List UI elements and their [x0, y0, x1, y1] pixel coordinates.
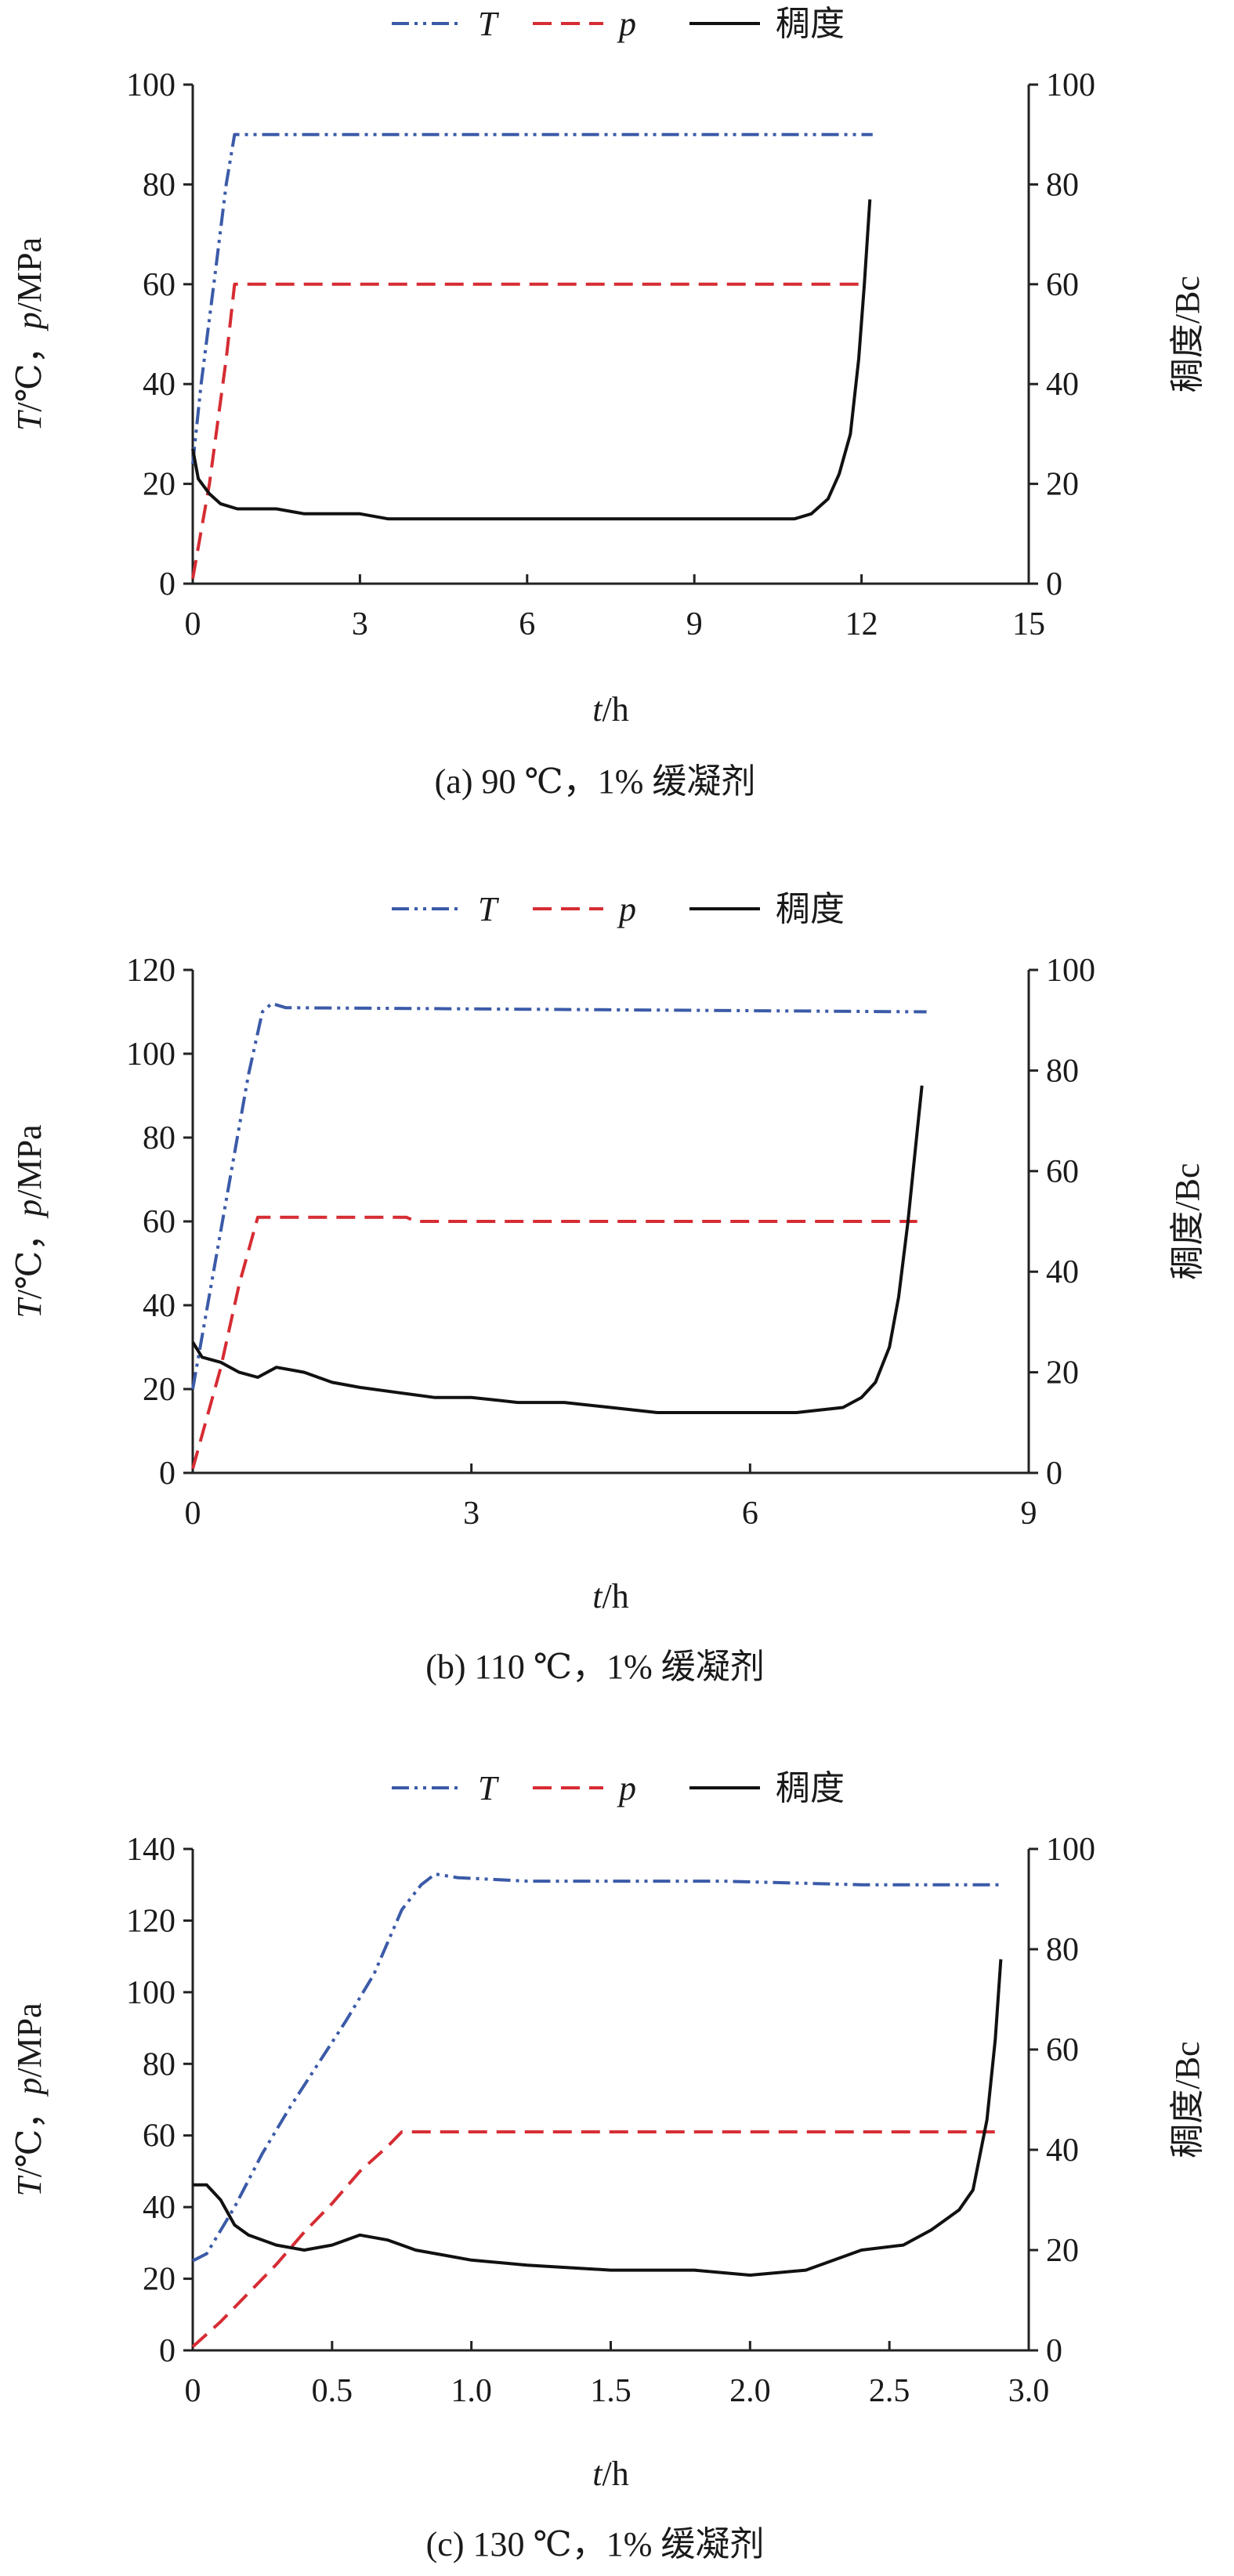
y-left-tick-label: 40	[143, 1288, 176, 1324]
y-left-tick-label: 0	[159, 1456, 176, 1492]
series-line-T	[192, 1872, 1001, 2263]
y-left-tick-label: 20	[143, 467, 176, 503]
series-line-consistency	[193, 1959, 1003, 2277]
y-left-tick-label: 40	[143, 2190, 176, 2226]
y-right-axis-title: 稠度/Bc	[1168, 1163, 1207, 1279]
y-left-tick-label: 80	[143, 167, 176, 203]
legend-label-1: p	[617, 5, 636, 43]
y-left-tick-label: 0	[159, 566, 176, 602]
legend-label-2: 稠度	[776, 1769, 845, 1807]
y-right-tick-label: 40	[1046, 1254, 1079, 1290]
series-line-consistency	[191, 1085, 924, 1414]
y-right-tick-label: 100	[1046, 67, 1095, 103]
x-tick-label: 12	[845, 606, 878, 642]
y-left-tick-label: 60	[143, 1204, 176, 1240]
series-line-p	[191, 1215, 917, 1470]
y-left-tick-label: 120	[126, 1903, 176, 1939]
y-left-axis-title: T/℃，p/MPa	[10, 1124, 49, 1318]
x-tick-label: 0.5	[312, 2373, 353, 2409]
x-axis-title: t/h	[592, 2455, 628, 2493]
x-tick-label: 3.0	[1008, 2373, 1050, 2409]
y-right-tick-label: 0	[1046, 2333, 1062, 2369]
y-right-tick-label: 100	[1046, 953, 1095, 989]
y-left-tick-label: 20	[143, 2262, 176, 2298]
y-left-tick-label: 60	[143, 2118, 176, 2155]
y-right-tick-label: 60	[1046, 2032, 1079, 2068]
y-right-tick-label: 20	[1046, 467, 1079, 503]
y-left-tick-label: 0	[159, 2333, 176, 2369]
y-right-tick-label: 40	[1046, 367, 1079, 403]
y-left-tick-label: 40	[143, 367, 176, 403]
x-tick-label: 0	[185, 2373, 201, 2409]
y-left-tick-label: 100	[126, 1975, 176, 2011]
y-left-tick-label: 20	[143, 1372, 176, 1408]
y-right-tick-label: 40	[1046, 2133, 1079, 2169]
y-left-tick-label: 60	[143, 267, 176, 303]
y-left-tick-label: 80	[143, 2046, 176, 2082]
x-tick-label: 2.5	[869, 2373, 910, 2409]
series-line-p	[191, 2130, 1001, 2348]
x-tick-label: 6	[519, 606, 535, 642]
y-right-tick-label: 80	[1046, 1053, 1079, 1089]
y-left-axis-title: T/℃，p/MPa	[10, 2003, 49, 2196]
x-tick-label: 2.0	[729, 2373, 771, 2409]
legend-label-1: p	[617, 1769, 636, 1807]
x-tick-label: 9	[686, 606, 703, 642]
series-line-T	[191, 1001, 927, 1390]
x-tick-label: 15	[1012, 606, 1045, 642]
panel-caption: (a) 90 ℃，1% 缓凝剂	[435, 762, 756, 801]
x-axis-title: t/h	[592, 690, 628, 729]
y-right-tick-label: 60	[1046, 267, 1079, 303]
legend-label-2: 稠度	[776, 5, 845, 43]
legend-label-0: T	[478, 5, 500, 43]
legend-label-2: 稠度	[776, 890, 845, 928]
y-right-axis-title: 稠度/Bc	[1168, 276, 1207, 393]
y-left-tick-label: 100	[126, 1037, 176, 1073]
panel-caption: (c) 130 ℃，1% 缓凝剂	[426, 2525, 765, 2563]
y-right-tick-label: 20	[1046, 2233, 1079, 2269]
y-right-tick-label: 0	[1046, 1456, 1062, 1492]
x-tick-label: 3	[463, 1496, 479, 1532]
series-line-consistency	[191, 199, 872, 521]
legend-label-0: T	[478, 1769, 500, 1807]
x-tick-label: 0	[185, 1496, 201, 1532]
y-right-tick-label: 80	[1046, 1932, 1079, 1968]
y-left-tick-label: 100	[126, 67, 176, 103]
x-tick-label: 1.5	[590, 2373, 631, 2409]
y-right-tick-label: 80	[1046, 167, 1079, 203]
y-left-tick-label: 80	[143, 1120, 176, 1156]
y-left-axis-title: T/℃，p/MPa	[10, 237, 49, 431]
panel-caption: (b) 110 ℃，1% 缓凝剂	[425, 1648, 765, 1686]
legend-label-1: p	[617, 890, 636, 928]
series-line-p	[191, 282, 867, 579]
y-right-tick-label: 60	[1046, 1154, 1079, 1190]
x-tick-label: 6	[742, 1496, 758, 1532]
y-right-axis-title: 稠度/Bc	[1168, 2041, 1207, 2158]
y-right-tick-label: 0	[1046, 566, 1062, 602]
series-line-T	[191, 132, 873, 465]
x-tick-label: 0	[185, 606, 201, 642]
legend-label-0: T	[478, 890, 500, 928]
x-tick-label: 3	[352, 606, 368, 642]
x-tick-label: 9	[1021, 1496, 1037, 1532]
y-right-tick-label: 100	[1046, 1832, 1095, 1868]
x-tick-label: 1.0	[451, 2373, 492, 2409]
y-left-tick-label: 140	[126, 1832, 176, 1868]
y-right-tick-label: 20	[1046, 1355, 1079, 1391]
y-left-tick-label: 120	[126, 953, 176, 989]
x-axis-title: t/h	[592, 1577, 628, 1615]
